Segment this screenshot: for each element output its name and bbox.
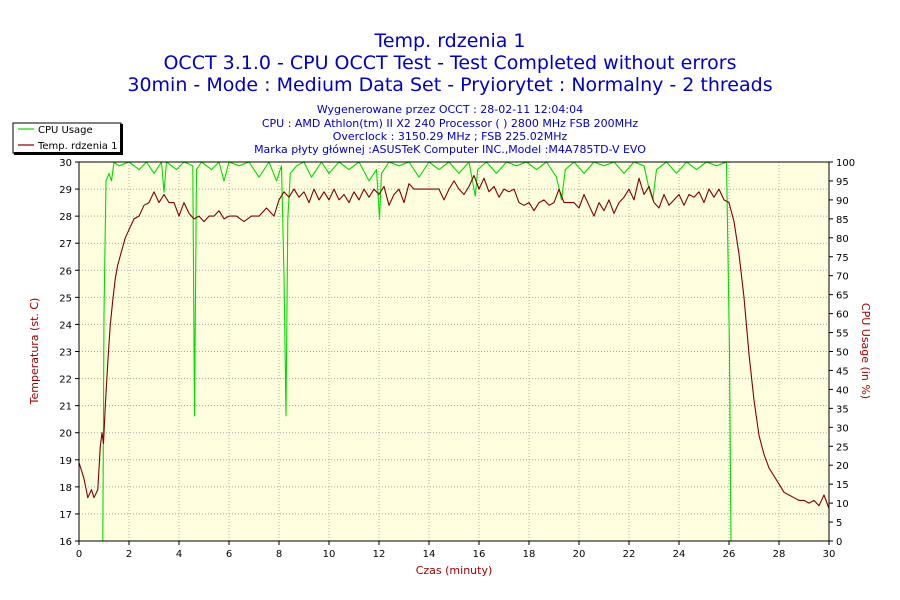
y-right-tick-label: 65	[836, 291, 849, 302]
legend-shadow-bottom	[14, 152, 123, 155]
chart-title: Temp. rdzenia 1	[373, 30, 525, 52]
y-left-tick-label: 28	[59, 212, 72, 223]
x-tick-label: 16	[473, 549, 486, 560]
series-line-temp-rdzenia-1	[78, 174, 830, 509]
y-left-tick-label: 23	[59, 348, 72, 359]
legend-label-cpu-usage: CPU Usage	[38, 125, 93, 136]
y-left-tick-label: 30	[59, 158, 72, 169]
y-axis-right: 0 5 10 15 20 25 30 35 40 45 50 55 60 65 70 75 80 85 90 95 10…	[829, 158, 855, 548]
y-right-tick-label: 100	[836, 158, 855, 169]
x-tick-label: 18	[523, 549, 536, 560]
y-right-tick-label: 75	[836, 253, 849, 264]
y-right-tick-label: 15	[836, 480, 849, 491]
x-axis-label: Czas (minuty)	[416, 564, 493, 577]
series-layer	[78, 161, 830, 542]
y-left-tick-label: 27	[59, 239, 72, 250]
x-tick-label: 0	[76, 549, 82, 560]
y-left-tick-label: 16	[59, 537, 72, 548]
y-right-tick-label: 60	[836, 310, 849, 321]
y-left-tick-label: 17	[59, 510, 72, 521]
x-tick-label: 8	[276, 549, 282, 560]
x-tick-label: 6	[226, 549, 232, 560]
y-right-tick-label: 20	[836, 461, 849, 472]
y-right-tick-label: 0	[836, 537, 842, 548]
y-right-tick-label: 5	[836, 518, 842, 529]
y-left-tick-label: 25	[59, 293, 72, 304]
y-left-tick-label: 24	[59, 320, 72, 331]
y-right-tick-label: 70	[836, 272, 849, 283]
y-left-tick-label: 18	[59, 483, 72, 494]
x-tick-label: 22	[623, 549, 636, 560]
x-tick-label: 20	[573, 549, 586, 560]
y-axis-left-label: Temperatura (st. C)	[28, 298, 41, 406]
y-right-tick-label: 55	[836, 329, 849, 340]
info-overclock: Overclock : 3150.29 MHz ; FSB 225.02MHz	[333, 130, 568, 143]
x-tick-label: 30	[823, 549, 836, 560]
y-right-tick-label: 85	[836, 215, 849, 226]
x-tick-label: 14	[423, 549, 436, 560]
series-line-cpu-usage	[102, 161, 732, 542]
y-left-tick-label: 21	[59, 402, 72, 413]
y-left-tick-label: 29	[59, 185, 72, 196]
x-tick-label: 28	[773, 549, 786, 560]
info-generated: Wygenerowane przez OCCT : 28-02-11 12:04…	[317, 103, 583, 116]
legend-label-temp: Temp. rdzenia 1	[37, 141, 117, 152]
x-tick-label: 2	[126, 549, 132, 560]
plot-border	[78, 161, 830, 542]
legend-shadow	[120, 124, 123, 155]
y-right-tick-label: 40	[836, 385, 849, 396]
chart-subtitle-mode: 30min - Mode : Medium Data Set - Pryiory…	[127, 74, 772, 96]
legend-box	[12, 122, 122, 154]
y-left-tick-label: 22	[59, 375, 72, 386]
legend: CPU Usage Temp. rdzenia 1	[12, 122, 123, 155]
y-left-tick-label: 19	[59, 456, 72, 467]
x-tick-label: 24	[673, 549, 686, 560]
y-right-tick-label: 90	[836, 196, 849, 207]
y-left-tick-label: 20	[59, 429, 72, 440]
y-axis-right-label: CPU Usage (in %)	[859, 303, 872, 399]
y-right-tick-label: 30	[836, 423, 849, 434]
info-motherboard: Marka płyty głównej :ASUSTeK Computer IN…	[254, 143, 646, 156]
info-cpu: CPU : AMD Athlon(tm) II X2 240 Processor…	[262, 117, 639, 130]
y-right-tick-label: 35	[836, 404, 849, 415]
x-tick-label: 4	[176, 549, 182, 560]
y-left-tick-label: 26	[59, 266, 72, 277]
y-right-tick-label: 80	[836, 234, 849, 245]
x-tick-label: 12	[373, 549, 386, 560]
y-right-tick-label: 95	[836, 177, 849, 188]
x-tick-label: 10	[323, 549, 336, 560]
y-right-tick-label: 50	[836, 348, 849, 359]
x-tick-label: 26	[723, 549, 736, 560]
chart-subtitle-test: OCCT 3.1.0 - CPU OCCT Test - Test Comple…	[163, 52, 736, 74]
y-right-tick-label: 25	[836, 442, 849, 453]
y-right-tick-label: 10	[836, 499, 849, 510]
y-right-tick-label: 45	[836, 366, 849, 377]
